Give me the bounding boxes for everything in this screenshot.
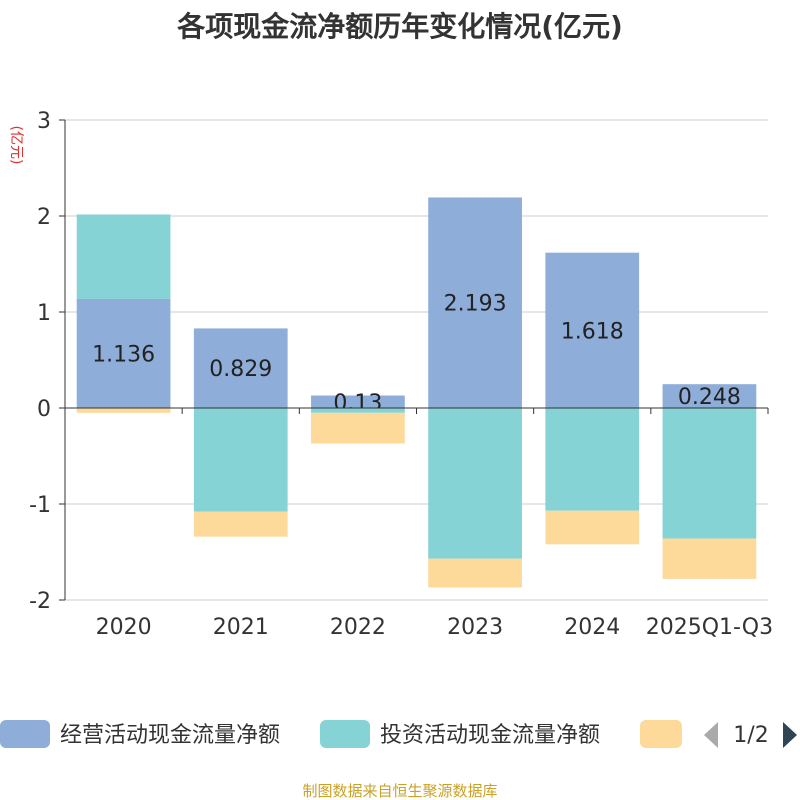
- data-label: 1.618: [561, 319, 624, 344]
- data-label: 2.193: [444, 292, 507, 317]
- legend-swatch: [640, 720, 682, 748]
- x-tick-label: 2022: [330, 615, 386, 640]
- data-label: 1.136: [92, 342, 155, 367]
- bar-2021-series-1: [193, 408, 288, 512]
- source-footer: 制图数据来自恒生聚源数据库: [302, 782, 497, 800]
- bar-2021-series-0: [193, 328, 288, 408]
- y-tick-label: -2: [29, 589, 51, 614]
- legend-label: 经营活动现金流量净额: [60, 723, 280, 748]
- bar-2023-series-0: [428, 197, 522, 408]
- chart-title: 各项现金流净额历年变化情况(亿元): [176, 10, 623, 43]
- bar-2025Q1-Q3-series-0: [662, 384, 757, 408]
- legend-swatch: [0, 720, 50, 748]
- data-label: 0.829: [209, 357, 272, 382]
- y-tick-label: 0: [37, 397, 51, 422]
- y-axis-label: (亿元): [8, 126, 24, 165]
- bar-2022-series-1: [311, 408, 405, 413]
- y-tick-label: 1: [37, 301, 51, 326]
- bar-2022-series-2: [311, 412, 405, 444]
- bar-2025Q1-Q3-series-1: [662, 408, 757, 539]
- grid: [65, 119, 768, 601]
- bar-2021-series-2: [193, 511, 288, 537]
- legend: 经营活动现金流量净额 投资活动现金流量净额 1/2: [0, 720, 797, 748]
- bar-2020-series-2: [76, 408, 171, 413]
- bar-2024-series-2: [545, 510, 640, 545]
- bar-2023-series-1: [428, 408, 522, 559]
- legend-swatch: [320, 720, 370, 748]
- bar-2022-series-0: [311, 395, 405, 408]
- axes: 3 2 1 0 -1 -2 2020 2021 2022 2023 2024 2025Q1-Q3: [29, 109, 773, 640]
- x-tick-label: 2024: [564, 615, 620, 640]
- x-tick-label: 2021: [213, 615, 269, 640]
- bar-2024-series-1: [545, 408, 640, 511]
- bar-2020-series-0: [76, 298, 171, 408]
- x-tick-label: 2020: [96, 615, 152, 640]
- x-tick-label: 2023: [447, 615, 503, 640]
- legend-label: 投资活动现金流量净额: [380, 723, 600, 748]
- legend-page-indicator: 1/2: [733, 723, 768, 748]
- x-tick-label: 2025Q1-Q3: [646, 615, 773, 640]
- bar-2023-series-2: [428, 558, 522, 588]
- data-label: 0.248: [678, 385, 741, 410]
- y-tick-label: 2: [37, 205, 51, 230]
- legend-prev-page-icon[interactable]: [704, 722, 718, 748]
- legend-next-page-icon[interactable]: [783, 722, 797, 748]
- bar-2020-series-1: [76, 214, 171, 299]
- y-tick-label: -1: [29, 493, 51, 518]
- bar-2025Q1-Q3-series-2: [662, 538, 757, 579]
- y-tick-label: 3: [37, 109, 51, 134]
- bar-2024-series-0: [545, 252, 640, 408]
